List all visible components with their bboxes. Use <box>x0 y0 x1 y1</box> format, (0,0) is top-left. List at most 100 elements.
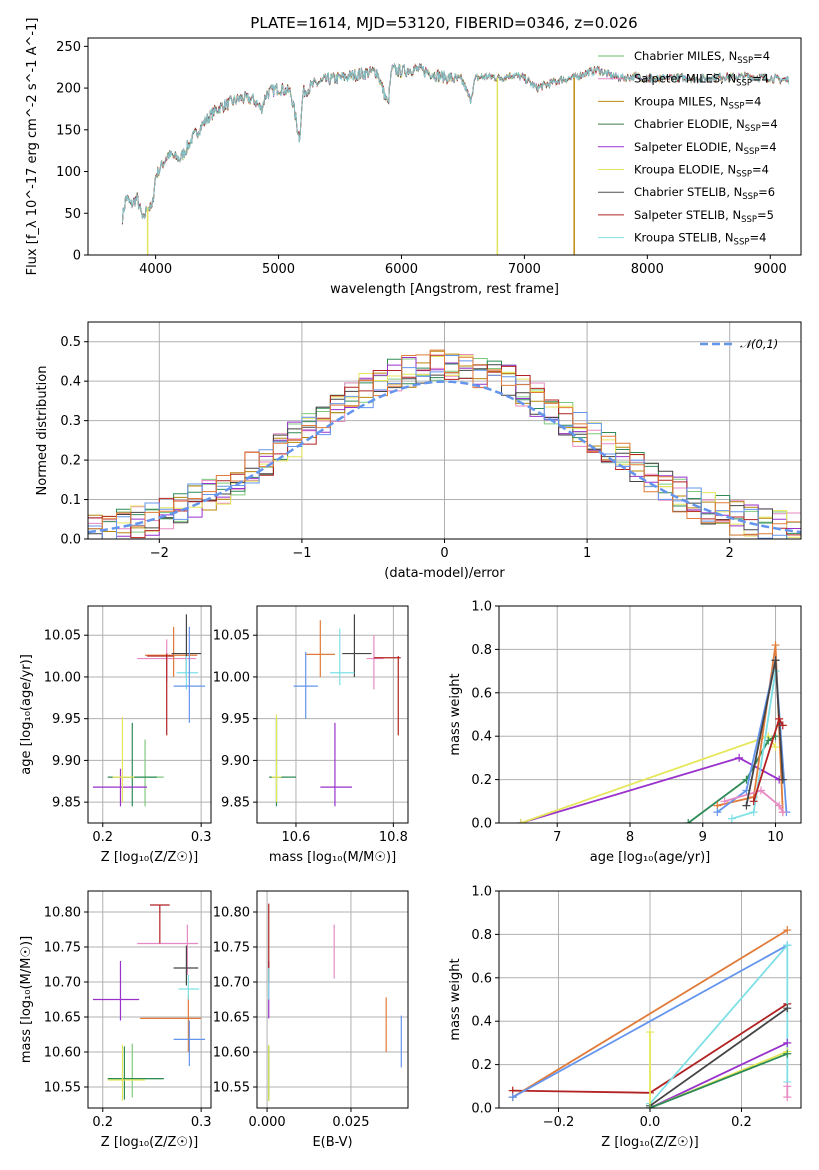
x-tick-label: 0.2 <box>92 830 113 845</box>
weight-marker <box>771 743 780 752</box>
x-tick-label: 10 <box>767 830 784 845</box>
y-tick-label: 9.85 <box>221 796 250 811</box>
legend-text: =6 <box>758 185 775 199</box>
axes-frame <box>87 37 802 256</box>
legend-text: =4 <box>752 72 769 86</box>
legend-label: Chabrier STELIB, NSSP=6 <box>634 185 775 202</box>
axes-frame <box>87 321 802 540</box>
legend-text: =5 <box>757 208 774 222</box>
y-tick-label: 10.70 <box>213 976 250 991</box>
legend-subscript: SSP <box>736 170 752 180</box>
legend-text: Salpeter ELODIE, N <box>634 140 744 154</box>
y-tick-label: 0.2 <box>60 454 81 469</box>
plot-area <box>88 349 801 539</box>
y-tick-label: 0.0 <box>471 817 492 832</box>
legend-subscript: SSP <box>745 124 761 134</box>
residual-histogram <box>88 349 801 536</box>
y-axis-label: mass [log₁₀(M/M☉)] <box>19 936 34 1063</box>
y-tick-label: 0.2 <box>471 1058 492 1073</box>
x-axis-label: Z [log₁₀(Z/Z☉)] <box>101 1135 198 1150</box>
y-tick-label: 9.90 <box>52 754 81 769</box>
legend-text: Chabrier STELIB, N <box>634 185 742 199</box>
weight-marker <box>749 808 758 817</box>
legend-label: Salpeter STELIB, NSSP=5 <box>634 208 774 225</box>
y-tick-label: 0.4 <box>471 730 492 745</box>
weight-line <box>520 756 780 823</box>
x-tick-label: 0 <box>440 546 448 561</box>
axes-frame <box>256 605 409 824</box>
legend-text: Kroupa MILES, N <box>634 94 729 108</box>
weight-marker <box>756 786 765 795</box>
x-tick-label: 9 <box>699 830 707 845</box>
weight-marker <box>783 1038 792 1047</box>
legend-label: Kroupa STELIB, NSSP=4 <box>634 231 766 248</box>
legend-subscript: SSP <box>744 147 760 157</box>
weight-marker <box>727 814 736 823</box>
legend-text: Salpeter STELIB, N <box>634 208 741 222</box>
legend-label: Chabrier MILES, NSSP=4 <box>634 49 770 66</box>
x-tick-label: 1 <box>583 546 591 561</box>
legend-text: Kroupa ELODIE, N <box>634 163 736 177</box>
weight-marker <box>783 941 792 950</box>
y-axis-label: mass weight <box>448 673 463 755</box>
y-tick-label: 1.0 <box>471 885 492 900</box>
legend-text: =4 <box>761 117 778 131</box>
y-tick-label: 250 <box>56 40 81 55</box>
x-tick-label: 5000 <box>262 262 295 277</box>
y-tick-label: 10.00 <box>44 670 81 685</box>
plot-area <box>268 903 402 1101</box>
axes-frame <box>256 890 409 1109</box>
axes-frame <box>87 605 212 824</box>
y-tick-label: 0.8 <box>471 643 492 658</box>
plot-area <box>269 614 401 807</box>
weight-marker <box>783 1049 792 1058</box>
weight-marker <box>646 1104 654 1108</box>
y-axis-label: mass weight <box>448 958 463 1040</box>
y-tick-label: 0.3 <box>60 414 81 429</box>
x-tick-label: 8000 <box>631 262 664 277</box>
y-tick-label: 0.0 <box>471 1102 492 1117</box>
y-tick-label: 0.8 <box>471 928 492 943</box>
y-tick-label: 10.70 <box>44 976 81 991</box>
weight-line <box>512 944 788 1098</box>
y-tick-label: 10.55 <box>44 1081 81 1096</box>
weight-marker <box>742 801 751 810</box>
weight-line <box>512 929 788 1098</box>
weight-marker <box>713 808 722 817</box>
x-tick-label: 0.3 <box>191 830 212 845</box>
y-tick-label: 50 <box>64 207 81 222</box>
weight-line <box>724 789 784 813</box>
weight-marker <box>771 641 780 650</box>
x-axis-label: Z [log₁₀(Z/Z☉)] <box>601 1135 698 1150</box>
legend-label: Salpeter MILES, NSSP=4 <box>634 72 769 89</box>
x-tick-label: 0.3 <box>191 1115 212 1130</box>
axes-frame <box>87 890 212 1109</box>
x-tick-label: 7 <box>553 830 561 845</box>
x-tick-label: 0.0 <box>640 1115 661 1130</box>
weight-marker <box>720 797 729 806</box>
x-tick-label: 0.025 <box>332 1115 369 1130</box>
weight-marker <box>646 1028 654 1037</box>
x-tick-label: 6000 <box>385 262 418 277</box>
legend-text: Salpeter MILES, N <box>634 72 736 86</box>
panel-weight_vs_age: 7 8 9 10 0.0 0.2 0.4 0.6 0.8 1.0 age [log₁₀(age/yr… <box>448 600 802 865</box>
weight-marker <box>735 753 744 762</box>
y-tick-label: 0.0 <box>60 533 81 548</box>
legend-text: =4 <box>753 49 770 63</box>
y-axis-label: Normed distribution <box>35 366 50 496</box>
figure-title: PLATE=1614, MJD=53120, FIBERID=0346, z=0… <box>250 14 637 32</box>
panel-mass_vs_EBV: 0.000 0.025 10.55 10.60 10.65 10.70 10.75 10.80… <box>213 890 409 1150</box>
weight-line <box>745 660 784 806</box>
legend-text: Chabrier MILES, N <box>634 49 737 63</box>
legend-subscript: SSP <box>736 79 752 89</box>
weight-marker <box>778 775 787 784</box>
x-axis-label: mass [log₁₀(M/M☉)] <box>269 850 396 865</box>
x-tick-label: 10.8 <box>379 830 408 845</box>
y-tick-label: 150 <box>56 123 81 138</box>
x-tick-label: 0.2 <box>731 1115 752 1130</box>
y-tick-label: 10.80 <box>213 906 250 921</box>
y-tick-label: 0.6 <box>471 971 492 986</box>
x-axis-label: Z [log₁₀(Z/Z☉)] <box>101 850 198 865</box>
legend-subscript: SSP <box>729 101 745 111</box>
legend-label: 𝒩(0,1) <box>740 337 778 351</box>
